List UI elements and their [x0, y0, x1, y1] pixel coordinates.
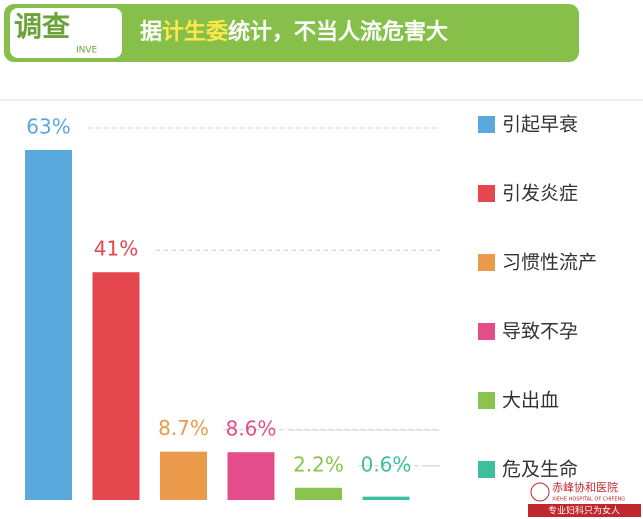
bar: [227, 452, 275, 500]
bar: [160, 451, 207, 500]
legend-swatch: [478, 323, 495, 340]
bar: [362, 496, 410, 500]
value-label: 8.7%: [158, 416, 209, 440]
legend-label: 引起早衰: [502, 114, 578, 136]
legend-label: 导致不孕: [502, 321, 578, 343]
title-part: 统计，不当人流危害大: [228, 19, 448, 45]
badge-text: 调查: [14, 10, 70, 43]
footer-name: 赤峰协和医院: [552, 480, 618, 494]
legend-swatch: [478, 461, 495, 478]
footer-slogan-bg: [528, 504, 641, 517]
footer-english: XIEHE HOSPITAL OF CHIFENG: [552, 497, 625, 503]
value-label: 41%: [94, 237, 138, 261]
bar: [25, 150, 72, 500]
value-label: 8.6%: [226, 417, 277, 441]
title-part: 据: [140, 20, 162, 45]
legend-swatch: [478, 116, 495, 133]
legend-swatch: [478, 185, 495, 202]
value-label: 0.6%: [361, 453, 412, 477]
value-label: 63%: [26, 115, 70, 139]
bar: [295, 487, 342, 500]
title-part: 计生委: [162, 20, 228, 45]
value-label: 2.2%: [293, 452, 344, 476]
legend-label: 大出血: [502, 390, 559, 412]
chart-title: 据计生委统计，不当人流危害大: [140, 19, 448, 45]
badge: [10, 8, 122, 58]
bar: [92, 272, 140, 500]
legend-label: 习惯性流产: [502, 252, 597, 274]
legend-swatch: [478, 254, 495, 271]
legend-label: 危及生命: [502, 459, 578, 481]
footer-logo: [530, 482, 550, 502]
badge-sub: INVE: [76, 46, 98, 56]
legend-swatch: [478, 392, 495, 409]
header-banner: [4, 4, 579, 62]
footer-slogan: 专业妇科只为女人: [548, 505, 620, 517]
legend-label: 引发炎症: [502, 183, 578, 205]
